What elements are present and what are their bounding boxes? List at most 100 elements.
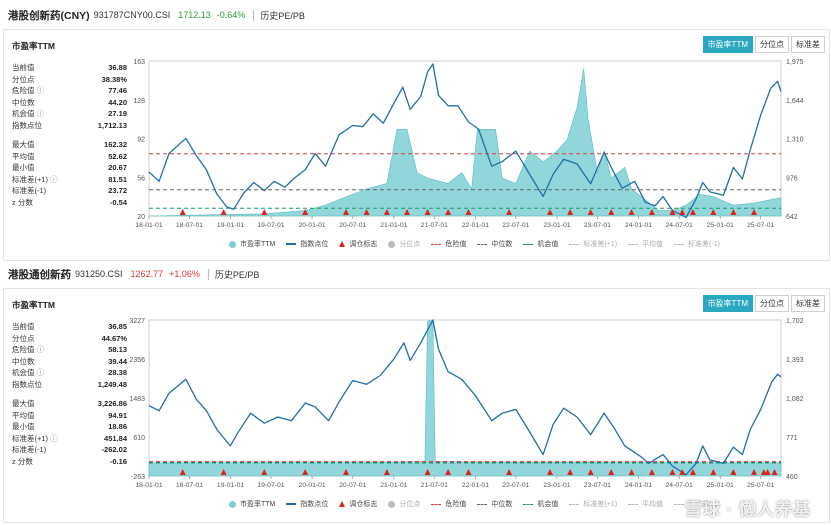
legend-average[interactable]: 平均值 bbox=[628, 239, 663, 249]
stat-row: 标准差(-1) -262.02 bbox=[12, 444, 127, 456]
stat-value: 94.91 bbox=[108, 410, 127, 420]
legend-percentile[interactable]: 分位点 bbox=[388, 239, 420, 249]
rebalance-marker bbox=[669, 209, 676, 215]
info-icon[interactable]: ⓘ bbox=[34, 368, 45, 377]
legend-opportunity[interactable]: 机会值 bbox=[523, 239, 558, 249]
info-icon[interactable]: ⓘ bbox=[34, 86, 45, 95]
legend-opportunity[interactable]: 机会值 bbox=[523, 499, 558, 509]
stat-label: z 分数 bbox=[12, 456, 33, 466]
tab-pe-ttm[interactable]: 市盈率TTM bbox=[702, 295, 753, 312]
legend-symbol bbox=[569, 503, 580, 505]
y-right-tick-label: 642 bbox=[786, 214, 798, 221]
legend-average[interactable]: 平均值 bbox=[628, 499, 663, 509]
stat-label: 危险值 ⓘ bbox=[12, 86, 45, 95]
legend-label: 指数点位 bbox=[300, 501, 329, 508]
info-icon[interactable]: ⓘ bbox=[34, 345, 45, 354]
legend-median[interactable]: 中位数 bbox=[477, 239, 512, 249]
legend-symbol bbox=[628, 503, 639, 505]
header-divider bbox=[253, 9, 255, 21]
rebalance-marker bbox=[679, 469, 686, 475]
rebalance-marker bbox=[760, 469, 767, 475]
rebalance-marker bbox=[465, 469, 472, 475]
y-left-tick-label: 3227 bbox=[129, 318, 145, 325]
x-tick-label: 23-07-01 bbox=[584, 482, 611, 489]
stat-row: 最小值 20.67 bbox=[12, 162, 127, 174]
legend-symbol bbox=[286, 243, 297, 245]
legend-std-plus[interactable]: 标准差(+1) bbox=[569, 499, 617, 509]
y-right-tick-label: 1,702 bbox=[786, 318, 804, 325]
stat-value: 28.38 bbox=[108, 368, 127, 377]
rebalance-marker bbox=[628, 469, 635, 475]
rebalance-marker bbox=[220, 209, 227, 215]
info-icon[interactable]: ⓘ bbox=[34, 109, 45, 118]
index-name[interactable]: 港股创新药(CNY) bbox=[8, 9, 90, 22]
rebalance-marker bbox=[261, 469, 268, 475]
watermark: 雪球 · 懒人养基 bbox=[684, 500, 811, 519]
legend-rebalance[interactable]: 调仓标志 bbox=[339, 499, 377, 509]
info-icon[interactable]: ⓘ bbox=[48, 433, 58, 443]
stat-value: 77.46 bbox=[108, 86, 127, 95]
tab-std-dev[interactable]: 标准差 bbox=[791, 295, 825, 312]
tab-percentile[interactable]: 分位点 bbox=[755, 36, 789, 53]
legend-median[interactable]: 中位数 bbox=[477, 499, 512, 509]
legend-pe-ttm[interactable]: 市盈率TTM bbox=[229, 239, 275, 249]
legend-label: 平均值 bbox=[642, 501, 664, 508]
legend-symbol bbox=[388, 240, 396, 248]
stat-value: 52.62 bbox=[108, 151, 127, 161]
x-tick-label: 21-01-01 bbox=[380, 482, 407, 489]
rebalance-marker bbox=[302, 209, 309, 215]
y-right-tick-label: 1,393 bbox=[786, 357, 804, 364]
stat-row: 当前值 36.85 bbox=[12, 321, 127, 333]
legend-symbol bbox=[674, 503, 685, 505]
rebalance-marker bbox=[179, 469, 186, 475]
stat-row: z 分数 -0.16 bbox=[12, 456, 127, 468]
legend-index-level[interactable]: 指数点位 bbox=[286, 499, 328, 509]
stat-value: 36.85 bbox=[108, 322, 127, 331]
legend-danger[interactable]: 危险值 bbox=[431, 499, 466, 509]
x-tick-label: 21-01-01 bbox=[380, 222, 407, 229]
chart-legend: 市盈率TTM 指数点位 调仓标志 分位点 危险值 中位数 机会值 标准差(+1) 平均值 标准差(… bbox=[229, 499, 731, 509]
index-name[interactable]: 港股通创新药 bbox=[8, 268, 71, 281]
x-tick-label: 19-07-01 bbox=[257, 222, 284, 229]
stat-value: 38.38% bbox=[101, 74, 127, 84]
stat-value: 3,226.86 bbox=[97, 399, 127, 408]
plot-frame bbox=[148, 319, 782, 477]
legend-label: 中位数 bbox=[491, 501, 513, 508]
stat-row: 平均值 94.91 bbox=[12, 410, 127, 422]
stat-value: 36.88 bbox=[108, 63, 127, 72]
legend-symbol bbox=[569, 243, 580, 245]
x-tick-label: 25-01-01 bbox=[707, 482, 734, 489]
history-pe-pb-link[interactable]: 历史PE/PB bbox=[260, 10, 305, 21]
legend-label: 分位点 bbox=[399, 241, 421, 248]
index-code: 931787CNY00.CSI bbox=[93, 10, 171, 20]
legend-std-minus[interactable]: 标准差(-1) bbox=[674, 499, 720, 509]
rebalance-marker bbox=[710, 469, 717, 475]
index-code: 931250.CSI bbox=[75, 269, 123, 279]
legend-rebalance[interactable]: 调仓标志 bbox=[339, 239, 377, 249]
rebalance-marker bbox=[628, 209, 635, 215]
stat-label: 中位数 bbox=[12, 97, 35, 107]
history-pe-pb-link[interactable]: 历史PE/PB bbox=[214, 269, 260, 280]
legend-std-minus[interactable]: 标准差(-1) bbox=[674, 239, 720, 249]
tab-pe-ttm[interactable]: 市盈率TTM bbox=[702, 36, 753, 53]
rebalance-marker bbox=[689, 469, 696, 475]
legend-pe-ttm[interactable]: 市盈率TTM bbox=[229, 499, 275, 509]
x-tick-label: 24-01-01 bbox=[625, 482, 652, 489]
tab-percentile[interactable]: 分位点 bbox=[755, 295, 789, 312]
rebalance-marker bbox=[383, 209, 390, 215]
x-tick-label: 21-07-01 bbox=[421, 482, 448, 489]
legend-percentile[interactable]: 分位点 bbox=[388, 499, 420, 509]
header-divider bbox=[207, 268, 209, 280]
info-icon[interactable]: ⓘ bbox=[48, 174, 58, 184]
legend-label: 机会值 bbox=[537, 501, 559, 508]
stat-label: 最小值 bbox=[12, 163, 35, 172]
index-change: -0.64% bbox=[216, 10, 246, 20]
legend-danger[interactable]: 危险值 bbox=[431, 239, 466, 249]
stat-value: 451.84 bbox=[104, 433, 127, 443]
x-tick-label: 25-07-01 bbox=[747, 482, 774, 489]
index-price: 1262.77 bbox=[130, 269, 164, 279]
legend-index-level[interactable]: 指数点位 bbox=[286, 239, 328, 249]
tab-std-dev[interactable]: 标准差 bbox=[791, 36, 825, 53]
legend-std-plus[interactable]: 标准差(+1) bbox=[569, 239, 617, 249]
stat-label: 危险值 ⓘ bbox=[12, 345, 45, 354]
